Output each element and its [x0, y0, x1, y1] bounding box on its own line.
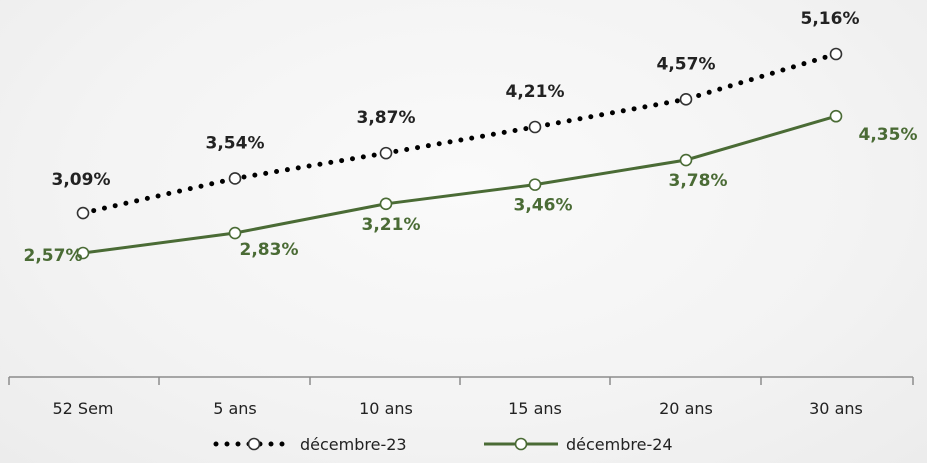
x-tick-label: 5 ans [213, 399, 257, 418]
data-label: 2,83% [240, 240, 299, 260]
data-label: 3,54% [206, 133, 265, 153]
x-tick-label: 20 ans [659, 399, 713, 418]
data-point [76, 246, 90, 260]
data-point [829, 47, 843, 61]
series-layer [76, 47, 843, 260]
legend-label: décembre-24 [566, 435, 673, 454]
data-point [379, 146, 393, 160]
data-label: 2,57% [24, 246, 83, 266]
data-labels: 3,09% 3,54% 3,87% 4,21% 4,57% 5,16% 2,57% 2,83%… [24, 9, 918, 266]
data-label: 3,09% [52, 170, 111, 190]
x-tick-label: 30 ans [809, 399, 863, 418]
legend-marker [247, 437, 261, 451]
data-point [76, 206, 90, 220]
data-point [228, 172, 242, 185]
data-label: 3,78% [669, 171, 728, 191]
x-tick-label: 15 ans [508, 399, 562, 418]
data-label: 3,21% [362, 215, 421, 235]
data-label: 4,57% [657, 54, 716, 74]
data-point [528, 120, 542, 134]
data-label: 4,21% [506, 82, 565, 102]
x-axis: 52 Sem 5 ans 10 ans 15 ans 20 ans 30 ans [8, 376, 914, 418]
x-tick-label: 52 Sem [52, 399, 113, 418]
x-tick-label: 10 ans [359, 399, 413, 418]
data-label: 3,46% [514, 196, 573, 216]
legend-item-decembre-24: décembre-24 [484, 435, 673, 454]
data-point [379, 197, 393, 211]
data-label: 3,87% [357, 108, 416, 128]
legend-item-decembre-23: décembre-23 [213, 435, 407, 454]
series-line-decembre-24 [82, 114, 837, 255]
legend-label: décembre-23 [300, 435, 407, 454]
legend-marker [514, 437, 528, 451]
data-label: 4,35% [859, 125, 918, 145]
legend: décembre-23 décembre-24 [213, 435, 673, 454]
series-line-decembre-23 [80, 51, 839, 216]
data-point [679, 93, 693, 106]
data-point [528, 178, 542, 191]
data-label: 5,16% [801, 9, 860, 29]
data-point [228, 226, 242, 240]
data-point [829, 109, 843, 123]
data-point [679, 153, 693, 167]
